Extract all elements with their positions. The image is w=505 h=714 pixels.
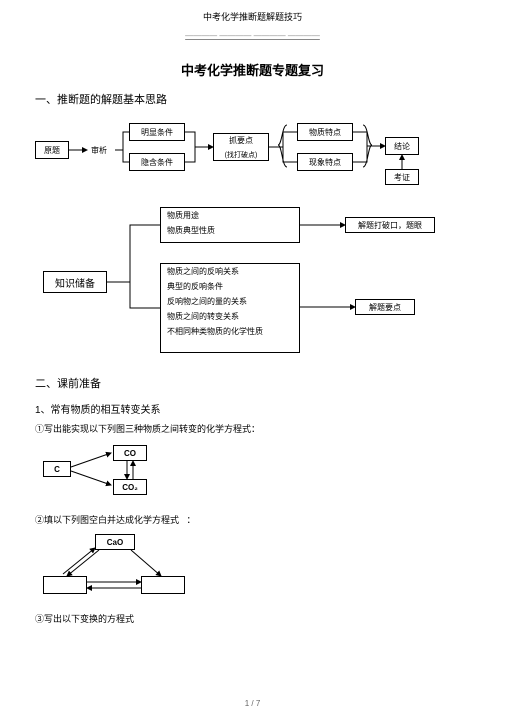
node-c: C [43,461,71,477]
diagram-flow-1: 原题 审析 明显条件 隐含条件 抓要点 (找打破点) 物质特点 现象特点 结论 … [35,117,470,187]
main-title: 中考化学推断题专题复习 [35,60,470,79]
node-topgroup: 物质用途 物质典型性质 [160,207,300,243]
node-botgroup-l3: 反响物之间的量的关系 [167,296,247,307]
node-yuanti: 原题 [35,141,69,159]
node-top-out: 解题打破口，题眼 [345,217,435,233]
node-botgroup: 物质之间的反响关系 典型的反响条件 反响物之间的量的关系 物质之间的转变关系 不… [160,263,300,353]
node-blank-left [43,576,87,594]
node-yinhan: 隐含条件 [129,153,185,171]
node-jielun: 结论 [385,137,419,155]
node-zhuayaodian: 抓要点 (找打破点) [213,133,269,161]
node-co2: CO₂ [113,479,147,495]
node-bot-out: 解题要点 [355,299,415,315]
node-topgroup-l1: 物质用途 [167,210,199,221]
node-xianxiang-tedian: 现象特点 [297,153,353,171]
node-co: CO [113,445,147,461]
diagram-cao: CaO [43,534,470,598]
page-number: 1 / 7 [0,699,505,708]
node-mingxian: 明显条件 [129,123,185,141]
node-kaozheng: 考证 [385,169,419,185]
node-zhishi: 知识储备 [43,271,107,293]
node-zhuayaodian-l1: 抓要点 [229,135,253,146]
diagram-c-co: C CO CO₂ [43,443,470,499]
page-header: 中考化学推断题解题技巧 [35,10,470,23]
node-botgroup-l5: 不相同种类物质的化学性质 [167,326,263,337]
node-topgroup-l2: 物质典型性质 [167,225,215,236]
diagram-knowledge: 知识储备 物质用途 物质典型性质 解题打破口，题眼 物质之间的反响关系 典型的反… [35,201,470,361]
question-1: ①写出能实现以下列图三种物质之间转变的化学方程式： [35,422,470,435]
node-botgroup-l4: 物质之间的转变关系 [167,311,239,322]
node-blank-right [141,576,185,594]
section2-title: 二、课前准备 [35,375,470,391]
page-link-placeholder: ———— ———— ———— ———— [35,31,470,40]
section1-title: 一、推断题的解题基本思路 [35,91,470,107]
node-cao: CaO [95,534,135,550]
question-3: ③写出以下变换的方程式 [35,612,470,625]
sub1-title: 1、常有物质的相互转变关系 [35,401,470,416]
node-botgroup-l2: 典型的反响条件 [167,281,223,292]
label-shenxi: 审析 [91,145,107,156]
node-zhuayaodian-l2: (找打破点) [225,150,258,160]
question-2: ②填以下列图空白并达成化学方程式 ： [35,513,470,526]
node-botgroup-l1: 物质之间的反响关系 [167,266,239,277]
node-wuzhi-tedian: 物质特点 [297,123,353,141]
